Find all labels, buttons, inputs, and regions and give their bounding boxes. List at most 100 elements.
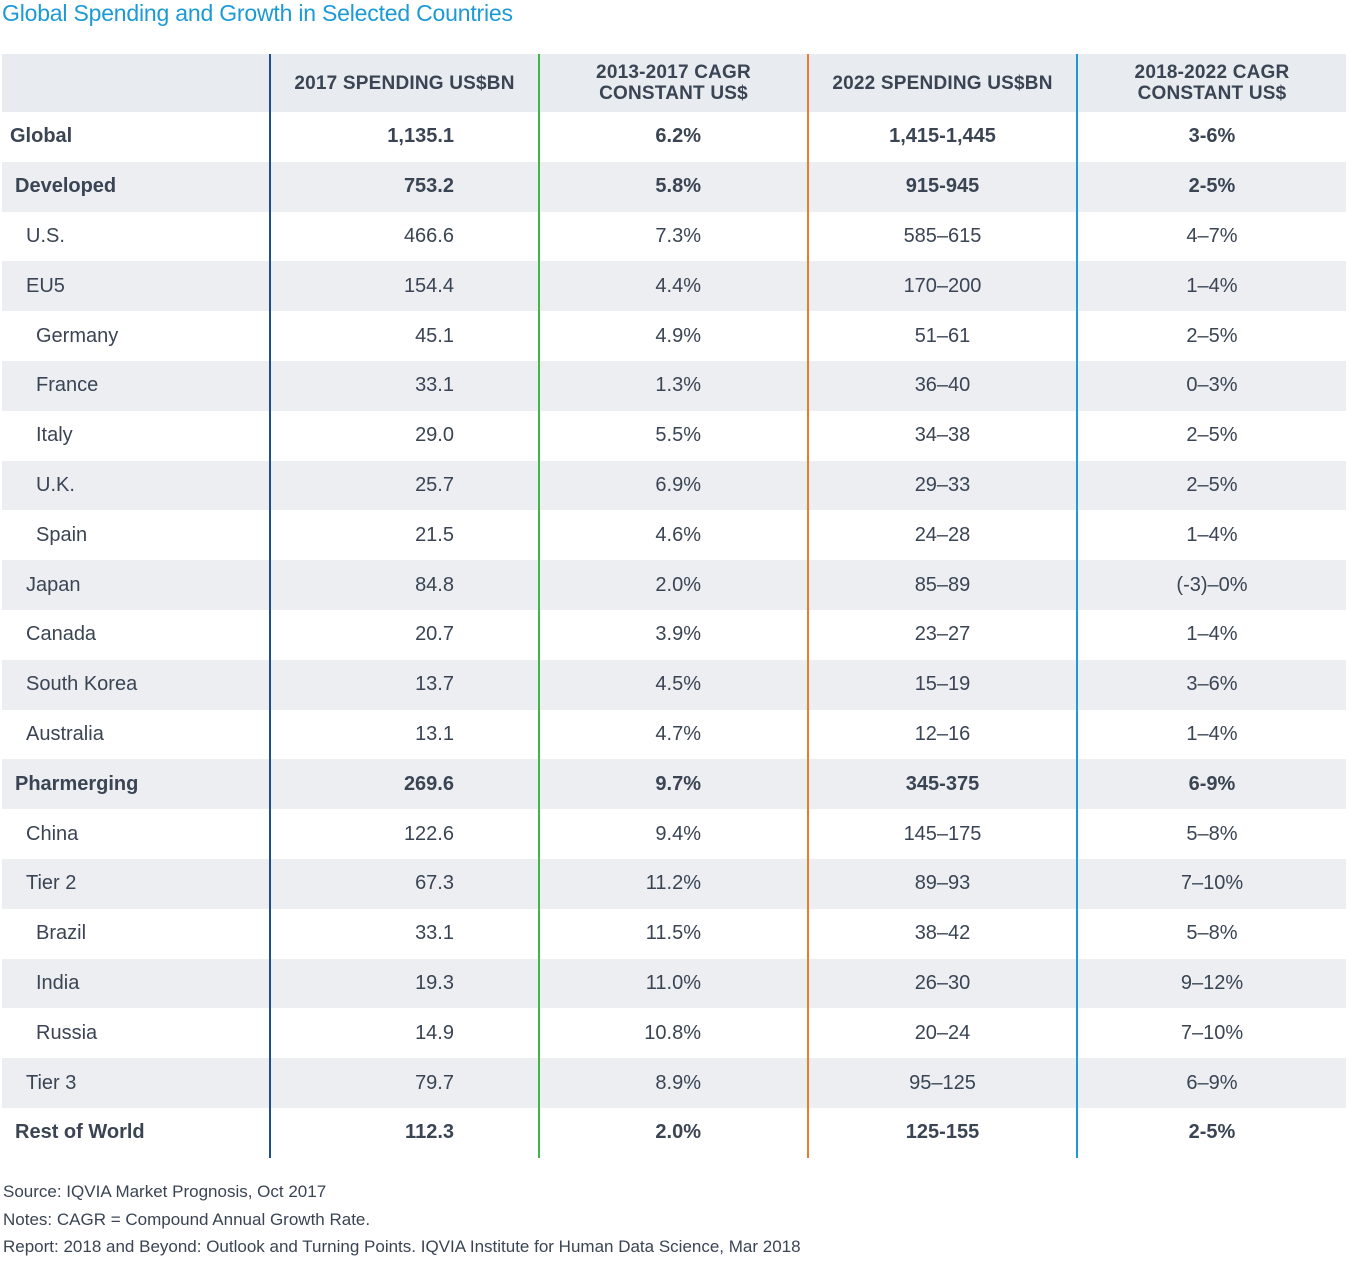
- cell-2017-spending: 21.5: [269, 510, 539, 561]
- cell-2017-spending: 45.1: [269, 311, 539, 361]
- cell-2022-spending: 89–93: [807, 858, 1077, 909]
- table-row: Developed 753.2 5.8% 915-945 2-5%: [2, 161, 1346, 212]
- table-row: Germany 45.1 4.9% 51–61 2–5%: [2, 311, 1346, 361]
- table-row: Global 1,135.1 6.2% 1,415-1,445 3-6%: [2, 112, 1346, 162]
- cell-2013-2017-cagr: 4.6%: [538, 510, 808, 561]
- cell-2013-2017-cagr: 4.4%: [538, 261, 808, 312]
- cell-2017-spending: 112.3: [269, 1107, 539, 1158]
- table-row: EU5 154.4 4.4% 170–200 1–4%: [2, 261, 1346, 312]
- header-2013-2017-cagr-line2: CONSTANT US$: [599, 83, 748, 104]
- cell-2017-spending: 25.7: [269, 460, 539, 511]
- cell-2017-spending: 753.2: [269, 161, 539, 212]
- header-2017-spending: 2017 SPENDING US$BN: [269, 54, 539, 112]
- cell-2017-spending: 14.9: [269, 1008, 539, 1059]
- cell-2022-spending: 345-375: [807, 759, 1077, 810]
- cell-2022-spending: 95–125: [807, 1058, 1077, 1108]
- cell-2013-2017-cagr: 4.7%: [538, 709, 808, 760]
- table-row: South Korea 13.7 4.5% 15–19 3–6%: [2, 659, 1346, 710]
- cell-2018-2022-cagr: 1–4%: [1076, 709, 1346, 760]
- table-row: Australia 13.1 4.7% 12–16 1–4%: [2, 709, 1346, 760]
- cell-2018-2022-cagr: 2–5%: [1076, 311, 1346, 361]
- cell-2022-spending: 26–30: [807, 958, 1077, 1009]
- row-label: Brazil: [2, 908, 270, 959]
- cell-2018-2022-cagr: 6–9%: [1076, 1058, 1346, 1108]
- cell-2022-spending: 145–175: [807, 809, 1077, 859]
- row-label: Developed: [2, 161, 270, 212]
- row-label: Tier 3: [2, 1058, 270, 1108]
- table-row: Spain 21.5 4.6% 24–28 1–4%: [2, 510, 1346, 561]
- cell-2022-spending: 12–16: [807, 709, 1077, 760]
- cell-2017-spending: 33.1: [269, 908, 539, 959]
- cell-2017-spending: 13.7: [269, 659, 539, 710]
- cell-2022-spending: 170–200: [807, 261, 1077, 312]
- cell-2013-2017-cagr: 9.7%: [538, 759, 808, 810]
- cell-2022-spending: 915-945: [807, 161, 1077, 212]
- cell-2013-2017-cagr: 7.3%: [538, 211, 808, 262]
- header-2018-2022-cagr-line2: CONSTANT US$: [1137, 83, 1287, 104]
- table-row: France 33.1 1.3% 36–40 0–3%: [2, 360, 1346, 411]
- cell-2017-spending: 19.3: [269, 958, 539, 1009]
- cell-2013-2017-cagr: 9.4%: [538, 809, 808, 859]
- header-2013-2017-cagr-line1: 2013-2017 CAGR: [596, 62, 751, 83]
- table-row: U.S. 466.6 7.3% 585–615 4–7%: [2, 211, 1346, 262]
- cell-2022-spending: 15–19: [807, 659, 1077, 710]
- row-label: South Korea: [2, 659, 270, 710]
- cell-2018-2022-cagr: 9–12%: [1076, 958, 1346, 1009]
- cell-2017-spending: 67.3: [269, 858, 539, 909]
- cell-2018-2022-cagr: 0–3%: [1076, 360, 1346, 411]
- cell-2022-spending: 51–61: [807, 311, 1077, 361]
- cell-2018-2022-cagr: 3-6%: [1076, 112, 1346, 162]
- cell-2018-2022-cagr: 1–4%: [1076, 261, 1346, 312]
- cell-2018-2022-cagr: 1–4%: [1076, 510, 1346, 561]
- cell-2013-2017-cagr: 4.9%: [538, 311, 808, 361]
- cell-2013-2017-cagr: 6.2%: [538, 112, 808, 162]
- cell-2017-spending: 122.6: [269, 809, 539, 859]
- row-label: Italy: [2, 410, 270, 461]
- row-label: Rest of World: [2, 1107, 270, 1158]
- cell-2018-2022-cagr: 6-9%: [1076, 759, 1346, 810]
- cell-2022-spending: 585–615: [807, 211, 1077, 262]
- cell-2018-2022-cagr: 2-5%: [1076, 161, 1346, 212]
- cell-2018-2022-cagr: (-3)–0%: [1076, 560, 1346, 610]
- table-row: Brazil 33.1 11.5% 38–42 5–8%: [2, 908, 1346, 959]
- source-note: Source: IQVIA Market Prognosis, Oct 2017: [3, 1182, 327, 1201]
- table-row: China 122.6 9.4% 145–175 5–8%: [2, 809, 1346, 859]
- table-row: Italy 29.0 5.5% 34–38 2–5%: [2, 410, 1346, 461]
- footnotes: Source: IQVIA Market Prognosis, Oct 2017…: [3, 1178, 801, 1261]
- cell-2018-2022-cagr: 2–5%: [1076, 410, 1346, 461]
- cell-2017-spending: 466.6: [269, 211, 539, 262]
- row-label: Tier 2: [2, 858, 270, 909]
- notes-note: Notes: CAGR = Compound Annual Growth Rat…: [3, 1209, 371, 1229]
- cell-2013-2017-cagr: 10.8%: [538, 1008, 808, 1059]
- table-row: India 19.3 11.0% 26–30 9–12%: [2, 958, 1346, 1009]
- cell-2018-2022-cagr: 7–10%: [1076, 858, 1346, 909]
- header-2013-2017-cagr: 2013-2017 CAGR CONSTANT US$: [538, 54, 808, 112]
- spending-table: 2017 SPENDING US$BN 2013-2017 CAGR CONST…: [2, 54, 1346, 1158]
- cell-2013-2017-cagr: 11.0%: [538, 958, 808, 1009]
- table-body: Global 1,135.1 6.2% 1,415-1,445 3-6% Develope…: [2, 112, 1346, 1158]
- cell-2018-2022-cagr: 4–7%: [1076, 211, 1346, 262]
- cell-2013-2017-cagr: 2.0%: [538, 560, 808, 610]
- row-label: India: [2, 958, 270, 1009]
- row-label: Russia: [2, 1008, 270, 1059]
- header-2022-spending: 2022 SPENDING US$BN: [807, 54, 1077, 112]
- cell-2022-spending: 85–89: [807, 560, 1077, 610]
- cell-2022-spending: 125-155: [807, 1107, 1077, 1158]
- row-label: EU5: [2, 261, 270, 312]
- cell-2013-2017-cagr: 6.9%: [538, 460, 808, 511]
- row-label: U.S.: [2, 211, 270, 262]
- cell-2018-2022-cagr: 5–8%: [1076, 908, 1346, 959]
- cell-2022-spending: 38–42: [807, 908, 1077, 959]
- row-label: Australia: [2, 709, 270, 760]
- header-row: 2017 SPENDING US$BN 2013-2017 CAGR CONST…: [2, 54, 1346, 112]
- cell-2013-2017-cagr: 11.5%: [538, 908, 808, 959]
- table-row: Pharmerging 269.6 9.7% 345-375 6-9%: [2, 759, 1346, 810]
- row-label: Pharmerging: [2, 759, 270, 810]
- cell-2017-spending: 20.7: [269, 609, 539, 660]
- table-row: Tier 2 67.3 11.2% 89–93 7–10%: [2, 858, 1346, 909]
- data-table-wrapper: 2017 SPENDING US$BN 2013-2017 CAGR CONST…: [2, 54, 1346, 1158]
- cell-2013-2017-cagr: 8.9%: [538, 1058, 808, 1108]
- table-row: Japan 84.8 2.0% 85–89 (-3)–0%: [2, 560, 1346, 610]
- table-row: Russia 14.9 10.8% 20–24 7–10%: [2, 1008, 1346, 1059]
- cell-2022-spending: 1,415-1,445: [807, 112, 1077, 162]
